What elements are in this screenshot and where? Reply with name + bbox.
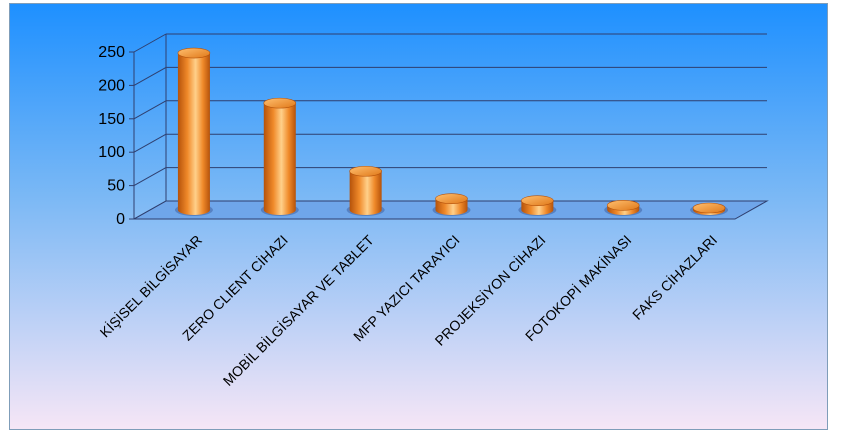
y-tick-label: 250 [98,44,125,61]
y-tick-label: 0 [116,211,125,228]
bar [518,195,557,216]
bar [346,165,385,216]
y-tick-label: 100 [98,144,125,161]
y-tick-label: 50 [107,178,125,195]
y-axis-ticks: 0 50 100 150 200 250 [98,44,134,228]
bar [432,193,471,216]
y-tick-label: 150 [98,111,125,128]
bars [174,47,729,216]
bar [604,200,643,216]
gridline [133,33,767,53]
bar [174,47,213,216]
chart-frame: 0 50 100 150 200 250 KİŞİSEL BİLGİSAYAR ZERO C… [9,3,828,430]
gridline [133,200,167,220]
bar [690,202,729,216]
y-tick-label: 200 [98,77,125,94]
gridline [133,66,767,86]
bar [260,97,299,216]
